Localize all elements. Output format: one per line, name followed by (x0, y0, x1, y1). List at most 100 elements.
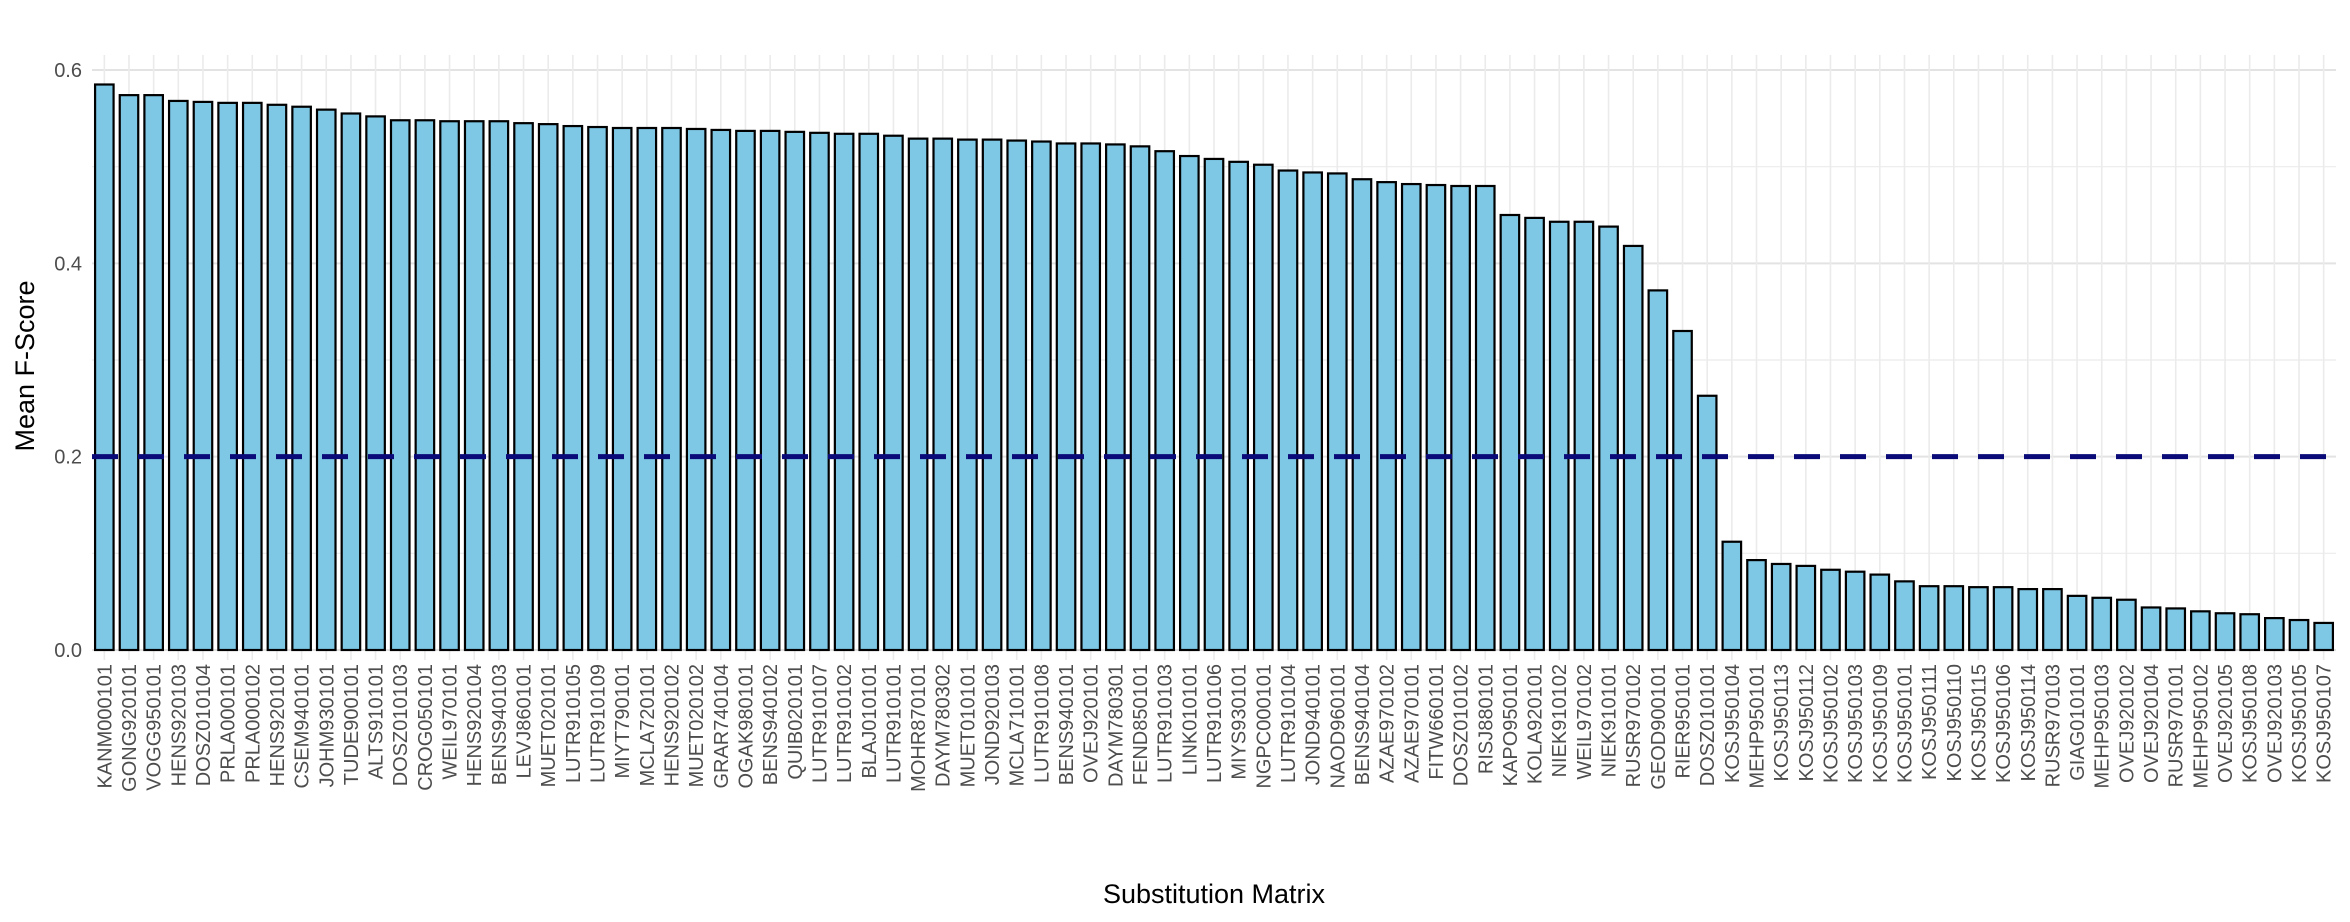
x-tick-label: GEOD900101 (1648, 664, 1670, 790)
x-tick-labels: KANM000101 GONG920101 VOGG950101 HENS920103… (94, 664, 2335, 792)
bar-LUTR910105 (562, 124, 584, 652)
x-tick-label: MIYS930101 (1229, 664, 1251, 780)
bar-KOSJ950101 (1894, 580, 1915, 652)
bar-OVEJ920103 (2264, 616, 2285, 652)
bar-KANM000101 (93, 83, 115, 652)
x-tick-label: OVEJ920103 (2264, 664, 2286, 783)
x-tick-label: MCLA710101 (1007, 664, 1029, 786)
bar-KOSJ950102 (1820, 568, 1841, 652)
x-tick-label: RUSR970102 (1623, 664, 1645, 787)
x-tick-label: KANM000101 (94, 664, 116, 789)
x-tick-label: LUTR910109 (588, 664, 610, 783)
x-tick-label: NGPC000101 (1253, 664, 1275, 789)
x-tick-label: RIER950101 (1673, 664, 1695, 779)
bar-RUSR970102 (1622, 244, 1644, 652)
bar-MUET010101 (957, 138, 978, 652)
x-tick-label: ALTS910101 (366, 664, 388, 779)
bar-LEVJ860101 (513, 122, 534, 652)
x-tick-label: TUDE900101 (341, 664, 363, 785)
x-tick-label: RISJ880101 (1475, 664, 1497, 774)
x-tick-label: OVEJ920105 (2215, 664, 2237, 783)
x-tick-label: LINK010101 (1179, 664, 1201, 775)
x-tick-label: WEIL970102 (1574, 664, 1596, 780)
bar-GIAG010101 (2066, 594, 2088, 652)
x-tick-label: NAOD960101 (1327, 664, 1349, 789)
x-tick-label: KOSJ950108 (2240, 664, 2262, 783)
x-tick-label: JOND940101 (1303, 664, 1325, 785)
y-tick-label: 0.6 (54, 60, 82, 82)
bar-NIEK910102 (1548, 220, 1570, 652)
x-tick-label: QUIB020101 (785, 664, 807, 780)
bar-DAYM780302 (932, 137, 954, 652)
x-tick-label: KOSJ950113 (1771, 664, 1793, 782)
bar-HENS920104 (463, 120, 485, 652)
x-axis-title: Substitution Matrix (1103, 879, 1326, 909)
x-tick-label: VOGG950101 (144, 664, 166, 791)
x-tick-label: GRAR740104 (711, 664, 733, 789)
x-tick-label: KOSJ950103 (1845, 664, 1867, 783)
x-tick-label: GIAG010101 (2067, 664, 2089, 781)
bar-FITW660101 (1425, 183, 1447, 652)
x-tick-label: OVEJ920102 (2116, 664, 2138, 783)
bar-KOLA920101 (1524, 216, 1545, 652)
x-tick-label: JOND920103 (982, 664, 1004, 785)
x-tick-label: MCLA720101 (637, 664, 659, 786)
bar-ALTS910101 (365, 115, 386, 652)
x-tick-label: KOSJ950105 (2289, 664, 2311, 783)
bar-LUTR910108 (1031, 140, 1052, 652)
bar-VOGG950101 (143, 94, 164, 652)
bar-AZAE970101 (1400, 182, 1422, 652)
bar-RUSR970101 (2165, 607, 2187, 652)
bar-LUTR910104 (1277, 169, 1299, 652)
bar-LUTR910102 (833, 132, 855, 652)
x-tick-label: DOSZ010104 (193, 664, 215, 786)
x-tick-label: WEIL970101 (440, 664, 462, 780)
bar-NGPC000101 (1252, 163, 1274, 652)
x-tick-label: KOSJ950101 (1894, 664, 1916, 783)
x-tick-label: OVEJ920101 (1081, 664, 1103, 783)
bar-BENS940104 (1351, 178, 1373, 652)
bar-LUTR910109 (587, 125, 608, 652)
bar-KOSJ950110 (1943, 585, 1965, 652)
x-tick-label: BENS940101 (1056, 664, 1078, 785)
bar-NIEK910101 (1598, 225, 1619, 652)
bar-MUET020102 (685, 127, 707, 652)
x-tick-label: KOSJ950102 (1820, 664, 1842, 783)
bar-DOSZ010102 (1450, 184, 1471, 652)
bar-MIYS930101 (1228, 160, 1250, 652)
x-tick-label: MUET020102 (686, 664, 708, 787)
bar-WEIL970102 (1573, 220, 1595, 652)
bar-MCLA710101 (1006, 139, 1028, 652)
x-tick-label: LUTR910101 (883, 664, 905, 783)
x-tick-label: DAYM780301 (1105, 664, 1127, 787)
bar-LUTR910101 (883, 134, 904, 652)
x-tick-label: NIEK910102 (1549, 664, 1571, 777)
bar-GONG920101 (118, 94, 140, 652)
x-tick-label: DOSZ010103 (390, 664, 412, 786)
bar-BENS940102 (759, 129, 781, 652)
bar-RIER950101 (1672, 329, 1693, 652)
bar-OVEJ920101 (1080, 142, 1102, 652)
x-tick-label: FITW660101 (1426, 664, 1448, 780)
x-tick-label: OGAK980101 (735, 664, 757, 789)
x-tick-label: KAPO950101 (1500, 664, 1522, 786)
bar-PRLA000102 (241, 101, 263, 652)
x-tick-label: DOSZ010102 (1451, 664, 1473, 786)
bar-KAPO950101 (1499, 213, 1521, 652)
y-tick-label: 0.2 (54, 447, 82, 469)
bar-RISJ880101 (1474, 184, 1496, 652)
x-tick-label: DOSZ010101 (1697, 664, 1719, 786)
x-tick-label: HENS920102 (661, 664, 683, 786)
bar-KOSJ950105 (2288, 618, 2310, 652)
x-tick-label: HENS920103 (168, 664, 190, 786)
x-tick-label: KOSJ950110 (1944, 664, 1966, 782)
bar-KOSJ950114 (2017, 587, 2039, 652)
x-tick-label: RUSR970103 (2042, 664, 2064, 787)
y-tick-labels: 0.0 0.2 0.4 0.6 (54, 60, 82, 662)
bar-MUET020101 (537, 123, 559, 652)
x-tick-label: LUTR910108 (1031, 664, 1053, 783)
bar-GEOD900101 (1647, 289, 1669, 652)
x-tick-label: GONG920101 (119, 664, 141, 792)
bar-BLAJ010101 (858, 132, 880, 652)
